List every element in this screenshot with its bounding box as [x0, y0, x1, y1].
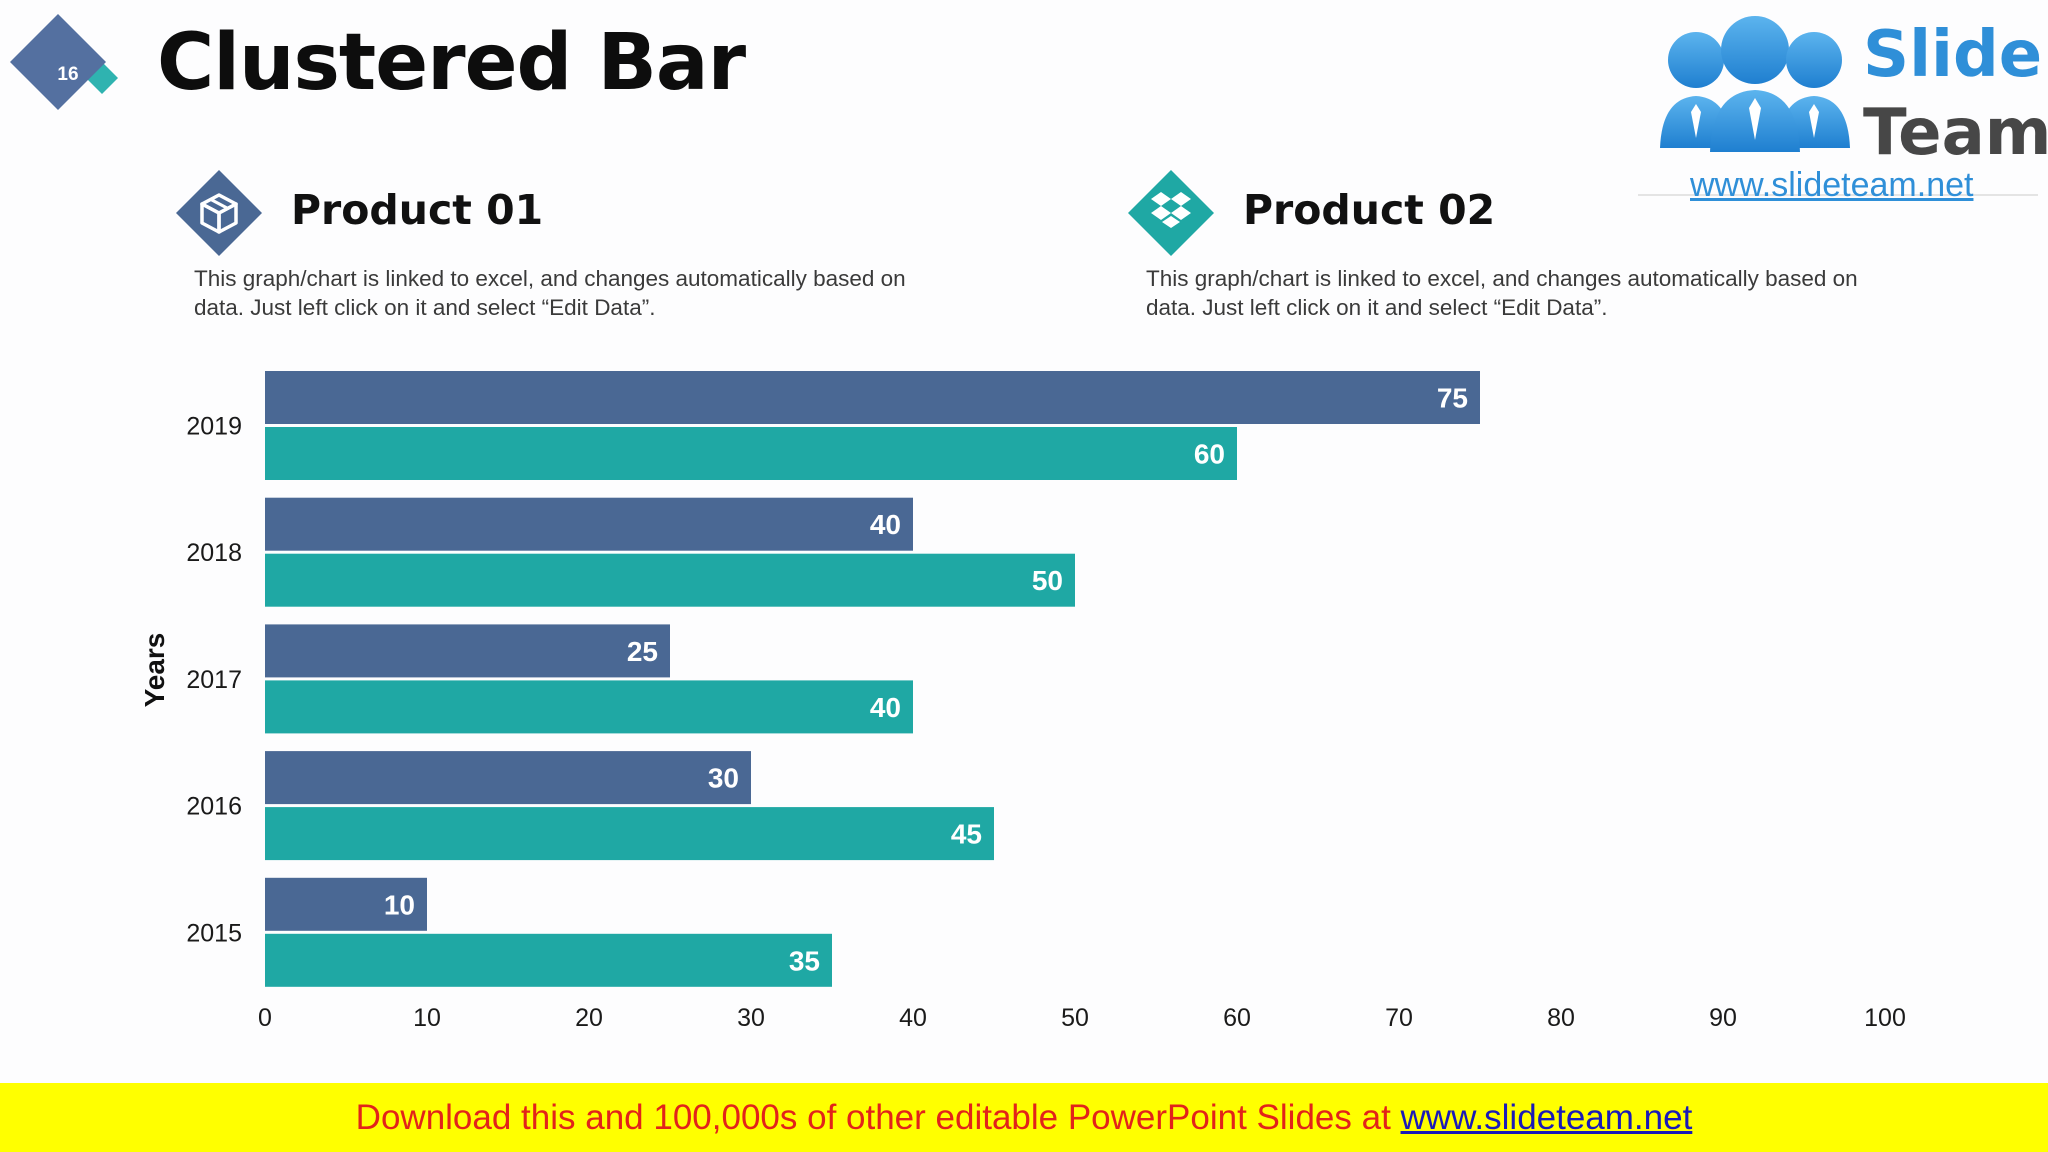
x-tick-label-50: 50	[1061, 1004, 1089, 1032]
data-label-2018-series-2: 50	[1032, 565, 1063, 596]
bar-2019-series-2	[265, 427, 1237, 480]
people-group-icon	[1660, 16, 1850, 152]
y-tick-label-2016: 2016	[186, 793, 242, 821]
product-02-description: This graph/chart is linked to excel, and…	[1146, 266, 1858, 320]
y-tick-label-2015: 2015	[186, 919, 242, 947]
data-label-2017-series-2: 40	[870, 692, 901, 723]
banner-text: Download this and 100,000s of other edit…	[355, 1098, 1401, 1137]
bar-2015-series-2	[265, 933, 832, 987]
page-title: Clustered Bar	[157, 18, 746, 108]
bar-2016-series-1	[265, 751, 751, 805]
data-label-2017-series-1: 25	[627, 636, 658, 667]
x-tick-label-0: 0	[258, 1004, 272, 1032]
x-tick-label-40: 40	[899, 1004, 927, 1032]
x-tick-label-60: 60	[1223, 1004, 1251, 1032]
download-banner: Download this and 100,000s of other edit…	[0, 1083, 2048, 1152]
y-tick-label-2017: 2017	[186, 666, 242, 694]
product-02-title: Product 02	[1243, 186, 1496, 234]
x-tick-label-20: 20	[575, 1004, 603, 1032]
data-label-2016-series-2: 45	[951, 819, 982, 850]
logo-link[interactable]: www.slideteam.net	[1690, 166, 1974, 204]
x-tick-label-10: 10	[413, 1004, 441, 1032]
product-01-description: This graph/chart is linked to excel, and…	[194, 266, 906, 320]
package-icon	[176, 170, 262, 256]
x-tick-label-70: 70	[1385, 1004, 1413, 1032]
data-label-2019-series-1: 75	[1437, 383, 1468, 414]
logo-word-team: Team	[1863, 96, 2048, 170]
product-01-title: Product 01	[291, 186, 544, 234]
data-label-2016-series-1: 30	[708, 763, 739, 794]
x-tick-label-80: 80	[1547, 1004, 1575, 1032]
x-tick-label-30: 30	[737, 1004, 765, 1032]
bar-2017-series-2	[265, 680, 913, 734]
logo-frame	[1638, 8, 2038, 196]
dropbox-icon	[1128, 170, 1214, 256]
y-axis-title: Years	[139, 633, 170, 708]
bar-2019-series-1	[265, 371, 1480, 424]
bar-2018-series-1	[265, 497, 913, 551]
data-label-2015-series-2: 35	[789, 945, 820, 976]
y-tick-label-2019: 2019	[186, 413, 242, 441]
slideteam-logo[interactable]: Slide Team www.slideteam.net	[1638, 8, 2048, 204]
y-tick-label-2018: 2018	[186, 539, 242, 567]
x-tick-label-100: 100	[1864, 1004, 1906, 1032]
clustered-bar-chart: 75 60 2019 40 50 2018 25 40 2017 30 45 2016 10 35 2015…	[139, 371, 1906, 1032]
data-label-2015-series-1: 10	[384, 889, 415, 920]
logo-word-slide: Slide	[1863, 18, 2043, 92]
banner-link[interactable]: www.slideteam.net	[1400, 1098, 1693, 1137]
bar-2017-series-1	[265, 624, 670, 678]
bar-2016-series-2	[265, 807, 994, 861]
bar-2018-series-2	[265, 553, 1075, 607]
slide-number-badge: 16	[10, 14, 130, 114]
x-tick-label-90: 90	[1709, 1004, 1737, 1032]
slide-number: 16	[57, 64, 79, 85]
data-label-2019-series-2: 60	[1194, 439, 1225, 470]
bar-2015-series-1	[265, 877, 427, 931]
data-label-2018-series-1: 40	[870, 509, 901, 540]
diamond-badge-icon	[10, 14, 118, 110]
